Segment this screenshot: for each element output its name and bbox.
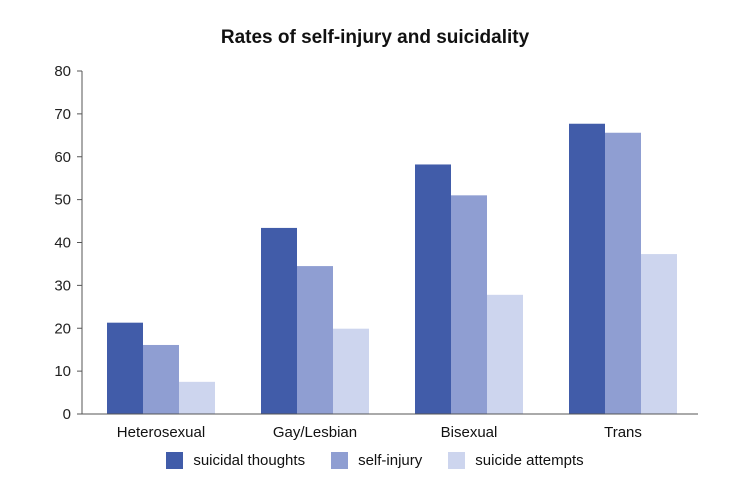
legend-label: suicide attempts [475,452,584,469]
bar-self-injury [605,132,641,415]
x-tick-label: Heterosexual [117,424,205,441]
y-tick-label: 20 [54,320,71,337]
legend: suicidal thoughts self-injury suicide atte… [0,452,750,469]
y-tick-label: 0 [63,406,71,423]
x-tick-label: Bisexual [441,424,498,441]
bar-suicide-attempts [179,381,215,414]
y-axis: 0 10 20 30 40 50 60 70 80 [54,63,83,423]
bar-self-injury [451,195,487,414]
x-tick-label: Trans [604,424,642,441]
legend-item: self-injury [331,452,422,469]
bar-suicidal-thoughts [569,123,605,414]
bar-suicidal-thoughts [415,164,451,414]
legend-label: suicidal thoughts [193,452,306,469]
y-tick-label: 40 [54,235,71,252]
y-tick-label: 60 [54,149,71,166]
x-tick-label: Gay/Lesbian [273,424,357,441]
y-tick-label: 70 [54,106,71,123]
y-tick-label: 80 [54,63,71,80]
bar-suicide-attempts [333,328,369,414]
bar-suicide-attempts [641,254,677,414]
bar-suicidal-thoughts [261,227,297,414]
y-tick-label: 50 [54,192,71,209]
legend-label: self-injury [358,452,423,469]
legend-item: suicide attempts [448,452,584,469]
legend-item: suicidal thoughts [166,452,305,469]
bars [107,123,677,415]
legend-swatch [166,452,184,469]
y-tick-label: 10 [54,363,71,380]
x-axis: Heterosexual Gay/Lesbian Bisexual Trans [82,413,698,441]
bar-suicide-attempts [487,294,523,414]
legend-swatch [448,452,466,469]
y-tick-label: 30 [54,277,71,294]
bar-self-injury [143,344,179,414]
bar-self-injury [297,266,333,414]
legend-swatch [331,452,349,469]
bar-suicidal-thoughts [107,322,143,414]
chart-title: Rates of self-injury and suicidality [220,27,530,48]
